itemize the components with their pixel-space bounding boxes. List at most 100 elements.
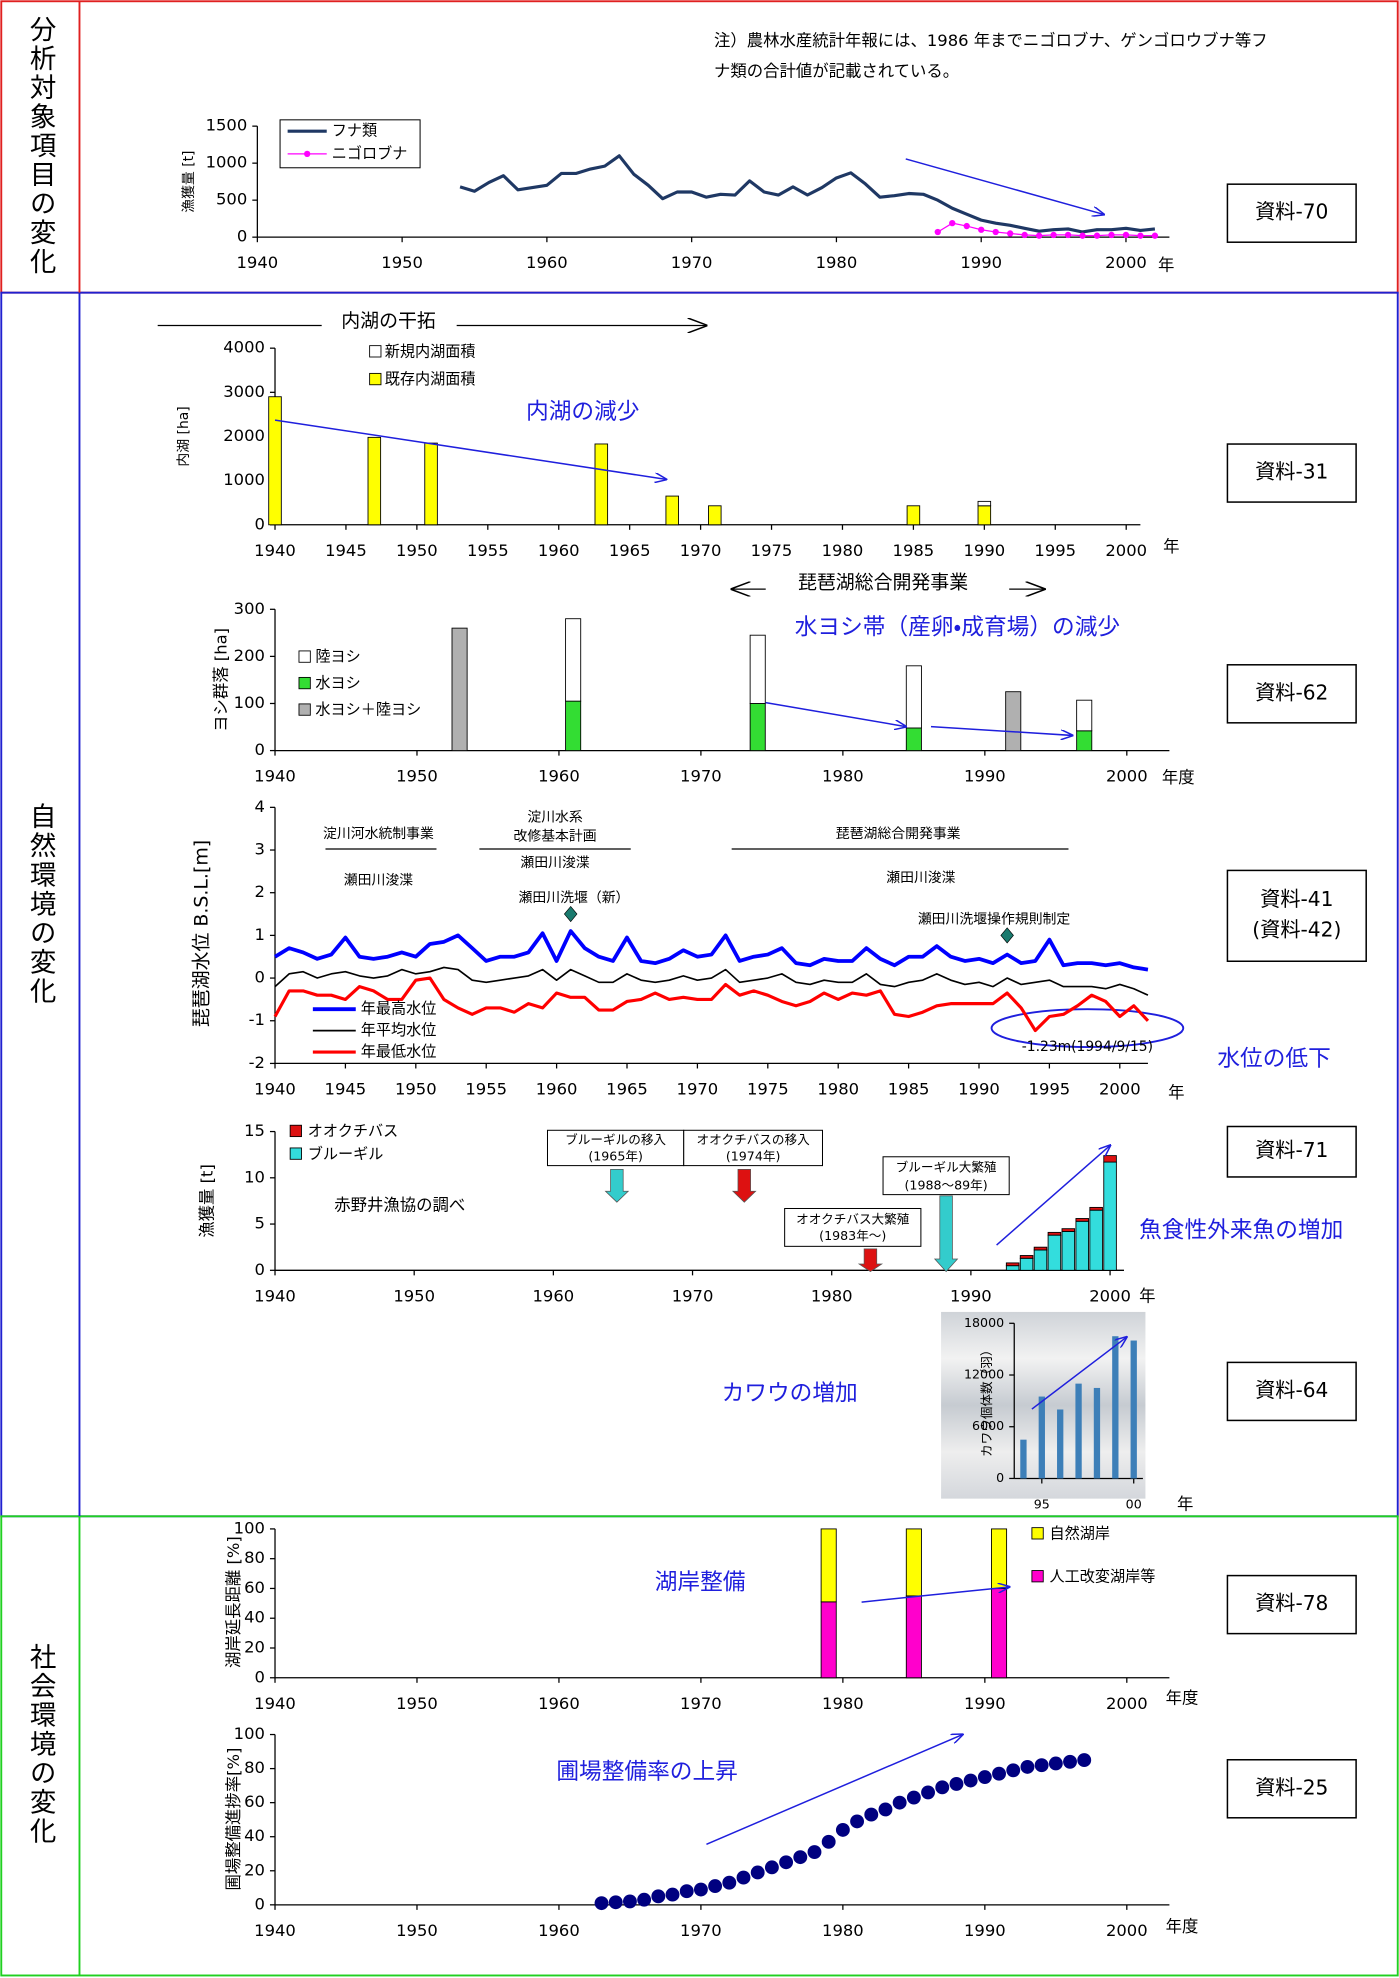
annotation: オオクチバスの移入 — [696, 1132, 810, 1147]
bar — [1062, 1229, 1075, 1232]
annotation: 琵琶湖総合開発事業 — [798, 571, 968, 593]
y-tick-label: 0 — [996, 1470, 1004, 1485]
x-tick-label: 1955 — [467, 541, 509, 560]
bar — [1048, 1235, 1061, 1270]
annotation-arrow — [766, 703, 906, 727]
bar — [1057, 1409, 1063, 1478]
x-tick-label: 1960 — [538, 767, 580, 786]
x-tick-label: 1950 — [396, 541, 438, 560]
legend-label: 自然湖岸 — [1050, 1524, 1111, 1542]
annotation: 魚食性外来魚の増加 — [1139, 1218, 1343, 1244]
scatter-point — [637, 1893, 651, 1907]
bar — [1034, 1247, 1047, 1250]
y-tick-label: 5 — [254, 1214, 264, 1233]
x-tick-label: 1950 — [393, 1286, 435, 1305]
annotation: 内湖の減少 — [526, 399, 639, 425]
y-tick-label: 1000 — [206, 153, 248, 172]
annotation: 改修基本計画 — [513, 827, 596, 844]
x-tick-label: 1975 — [751, 541, 793, 560]
y-tick-label: 4000 — [223, 338, 265, 357]
scatter-point — [964, 1774, 978, 1788]
annotation: 瀬田川洗堰（新） — [519, 890, 630, 906]
line-marker — [1108, 232, 1114, 238]
bar — [821, 1602, 836, 1678]
reference-label: 資料-62 — [1255, 680, 1328, 704]
y-tick-label: -2 — [249, 1053, 265, 1072]
line-marker — [1050, 232, 1056, 238]
scatter-point — [623, 1894, 637, 1908]
x-tick-label: 1985 — [893, 541, 935, 560]
scatter-point — [978, 1770, 992, 1784]
x-tick-label: 1975 — [747, 1079, 789, 1098]
y-tick-label: 0 — [254, 514, 264, 533]
y-tick-label: 60 — [244, 1792, 265, 1811]
annotation: カワウの増加 — [722, 1380, 858, 1406]
x-tick-label: 1970 — [680, 541, 722, 560]
bar — [1020, 1440, 1026, 1479]
bar — [425, 443, 438, 525]
scatter-point — [722, 1876, 736, 1890]
bar — [1112, 1336, 1118, 1478]
annotation: 圃場整備率の上昇 — [556, 1759, 738, 1785]
reference-label: 資料-31 — [1255, 460, 1328, 484]
scatter-point — [609, 1895, 623, 1909]
x-tick-label: 1980 — [816, 253, 858, 272]
bar — [1006, 1263, 1019, 1266]
bar — [666, 496, 679, 525]
bar — [1090, 1210, 1103, 1270]
y-tick-label: 0 — [254, 968, 264, 987]
y-tick-label: 200 — [234, 646, 265, 665]
x-tick-label: 1990 — [964, 1921, 1006, 1940]
bar — [1104, 1156, 1117, 1162]
y-tick-label: 40 — [244, 1826, 265, 1845]
annotation-arrow — [931, 727, 1072, 736]
bar — [750, 703, 765, 750]
legend-swatch — [1032, 1528, 1043, 1539]
y-tick-label: 18000 — [964, 1315, 1004, 1330]
bar — [595, 444, 608, 525]
annotation: (1965年) — [588, 1148, 643, 1163]
section-label: 分析対象項目の変化 — [25, 16, 56, 277]
y-tick-label: 300 — [234, 599, 265, 618]
section-label: 社会環境の変化 — [25, 1643, 56, 1846]
x-tick-label: 1945 — [325, 1079, 367, 1098]
scatter-point — [907, 1791, 921, 1805]
bar — [452, 628, 467, 750]
scatter-point — [950, 1777, 964, 1791]
y-tick-label: 80 — [244, 1758, 265, 1777]
annotation-arrow — [862, 1587, 1010, 1602]
bar — [1020, 1258, 1033, 1270]
annotation: -1.23m(1994/9/15) — [1022, 1039, 1153, 1055]
x-tick-label: 1960 — [538, 1694, 580, 1713]
annotation: ナ類の合計値が記載されている。 — [714, 61, 959, 80]
x-tick-label: 1940 — [254, 767, 296, 786]
scatter-point — [680, 1884, 694, 1898]
annotation: ブルーギルの移入 — [565, 1132, 666, 1147]
reference-label: 資料-41 — [1260, 887, 1333, 911]
x-tick-label: 1950 — [396, 1694, 438, 1713]
x-tick-label: 1960 — [526, 253, 568, 272]
bar — [368, 437, 381, 524]
legend-swatch — [370, 346, 381, 357]
x-tick-label: 2000 — [1099, 1079, 1141, 1098]
scatter-point — [779, 1855, 793, 1869]
annotation: (1983年～) — [819, 1228, 886, 1243]
legend-swatch — [299, 677, 310, 688]
scatter-point — [822, 1835, 836, 1849]
scatter-point — [864, 1808, 878, 1822]
x-tick-label: 1985 — [888, 1079, 930, 1098]
x-tick-label: 2000 — [1106, 1694, 1148, 1713]
y-tick-label: 100 — [234, 693, 265, 712]
x-tick-label: 1995 — [1034, 541, 1076, 560]
bar — [566, 619, 581, 701]
line-series — [460, 156, 1155, 232]
x-unit: 年 — [1163, 537, 1179, 556]
scatter-point — [879, 1803, 893, 1817]
legend-label: 水ヨシ＋陸ヨシ — [315, 701, 421, 719]
y-tick-label: -1 — [249, 1010, 265, 1029]
x-tick-label: 1980 — [822, 1921, 864, 1940]
x-tick-label: 1960 — [538, 541, 580, 560]
scatter-point — [708, 1879, 722, 1893]
x-tick-label: 1950 — [395, 1079, 437, 1098]
scatter-point — [1020, 1760, 1034, 1774]
